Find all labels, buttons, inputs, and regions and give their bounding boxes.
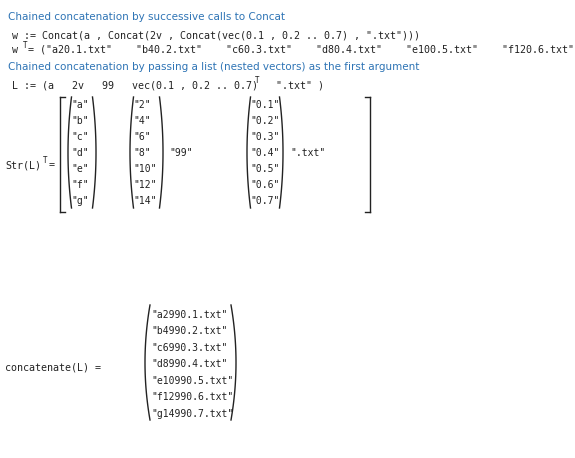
Text: w: w (12, 45, 18, 55)
Text: "8": "8" (133, 148, 151, 158)
Text: Chained concatenation by passing a list (nested vectors) as the first argument: Chained concatenation by passing a list … (8, 62, 419, 72)
Text: "0.3": "0.3" (250, 132, 279, 142)
Text: "10": "10" (133, 164, 156, 174)
Text: "g14990.7.txt": "g14990.7.txt" (151, 409, 233, 419)
Text: "0.2": "0.2" (250, 116, 279, 126)
Text: T: T (255, 76, 260, 85)
Text: "e10990.5.txt": "e10990.5.txt" (151, 376, 233, 386)
Text: "e": "e" (71, 164, 89, 174)
Text: "c6990.3.txt": "c6990.3.txt" (151, 343, 227, 353)
Text: "6": "6" (133, 132, 151, 142)
Text: Chained concatenation by successive calls to Concat: Chained concatenation by successive call… (8, 12, 285, 22)
Text: "a": "a" (71, 100, 89, 110)
Text: T: T (23, 41, 28, 50)
Text: T: T (43, 156, 48, 165)
Text: "12": "12" (133, 180, 156, 190)
Text: "a2990.1.txt": "a2990.1.txt" (151, 310, 227, 320)
Text: "0.4": "0.4" (250, 148, 279, 158)
Text: "0.7": "0.7" (250, 196, 279, 206)
Text: "f12990.6.txt": "f12990.6.txt" (151, 392, 233, 402)
Text: "g": "g" (71, 196, 89, 206)
Text: =: = (49, 160, 55, 170)
Text: "99": "99" (169, 148, 193, 158)
Text: L := (a   2v   99   vec(0.1 , 0.2 .. 0.7)   ".txt" ): L := (a 2v 99 vec(0.1 , 0.2 .. 0.7) ".tx… (12, 80, 324, 90)
Text: "d8990.4.txt": "d8990.4.txt" (151, 359, 227, 369)
Text: Str(L): Str(L) (5, 160, 41, 170)
Text: "2": "2" (133, 100, 151, 110)
Text: "b": "b" (71, 116, 89, 126)
Text: "b4990.2.txt": "b4990.2.txt" (151, 327, 227, 337)
Text: "0.6": "0.6" (250, 180, 279, 190)
Text: "4": "4" (133, 116, 151, 126)
Text: concatenate(L) =: concatenate(L) = (5, 362, 101, 372)
Text: ".txt": ".txt" (290, 148, 325, 158)
Text: "14": "14" (133, 196, 156, 206)
Text: "0.5": "0.5" (250, 164, 279, 174)
Text: "f": "f" (71, 180, 89, 190)
Text: "0.1": "0.1" (250, 100, 279, 110)
Text: "d": "d" (71, 148, 89, 158)
Text: "c": "c" (71, 132, 89, 142)
Text: w := Concat(a , Concat(2v , Concat(vec(0.1 , 0.2 .. 0.7) , ".txt"))): w := Concat(a , Concat(2v , Concat(vec(0… (12, 30, 420, 40)
Text: = ("a20.1.txt"    "b40.2.txt"    "c60.3.txt"    "d80.4.txt"    "e100.5.txt"    ": = ("a20.1.txt" "b40.2.txt" "c60.3.txt" "… (28, 45, 575, 55)
